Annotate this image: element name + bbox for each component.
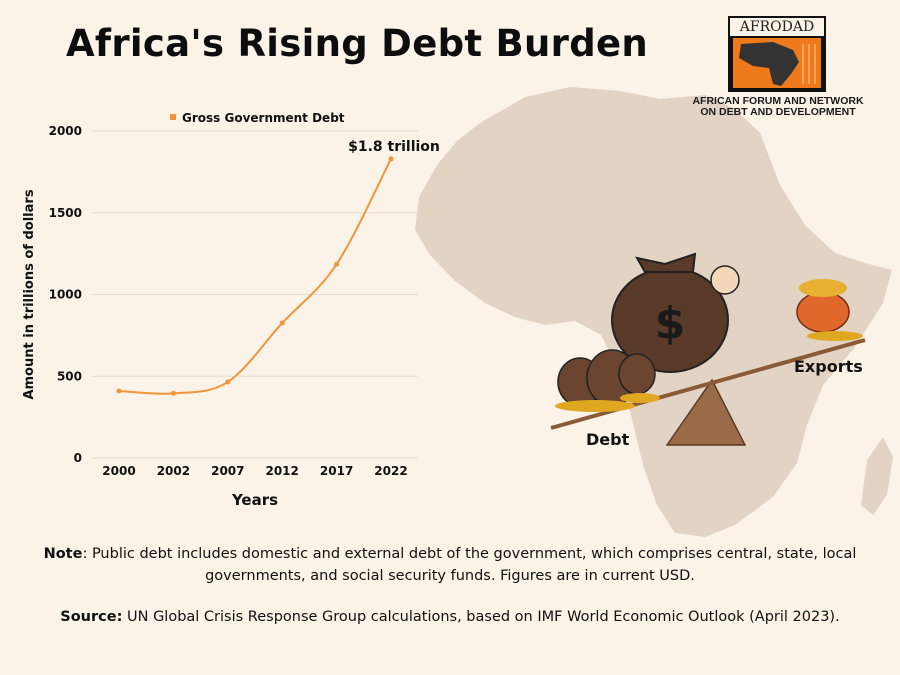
source-citation: Source: UN Global Crisis Response Group … [30,606,870,628]
large-money-bag-icon: $ [611,252,740,373]
data-point [279,320,285,326]
x-axis-title: Years [231,491,278,509]
data-point [388,156,394,162]
svg-text:$: $ [655,298,686,349]
x-tick-label: 2012 [265,464,298,478]
logo-text: AFRODAD [730,18,824,36]
small-money-bags-icon [555,349,660,412]
scale-beam [550,338,866,430]
fulcrum-shape [665,378,747,446]
debt-line-chart: 0 500 1000 1500 2000 2000 2002 2007 2012 2017 2022… [22,111,440,509]
x-tick-label: 2007 [211,464,244,478]
x-tick-label: 2022 [374,464,407,478]
debt-label: Debt [586,430,630,449]
madagascar-shape [861,437,893,515]
debt-scale-illustration: $ [550,252,866,446]
page-title: Africa's Rising Debt Burden [66,22,649,65]
x-tick-label: 2000 [102,464,135,478]
y-axis-title: Amount in trillions of dollars [22,189,37,399]
source-text: UN Global Crisis Response Group calculat… [122,609,840,625]
data-point [170,390,176,396]
organization-name: AFRICAN FORUM AND NETWORK ON DEBT AND DE… [660,96,896,118]
exports-treasure-icon [796,279,863,341]
note-text: : Public debt includes domestic and exte… [82,546,857,584]
footnote: Note: Public debt includes domestic and … [30,543,870,587]
logo-map-art [733,38,821,88]
source-label: Source: [60,609,123,625]
legend-label: Gross Government Debt [182,111,345,125]
exports-label: Exports [794,357,863,376]
org-line-1: AFRICAN FORUM AND NETWORK [692,95,864,107]
y-tick-label: 2000 [49,124,82,138]
x-tick-label: 2002 [157,464,190,478]
y-tick-label: 0 [74,451,82,465]
y-tick-label: 1500 [49,206,82,220]
y-tick-label: 1000 [49,288,82,302]
note-label: Note [43,546,83,562]
legend-marker [170,114,176,120]
org-line-2: ON DEBT AND DEVELOPMENT [700,106,856,118]
annotation-label: $1.8 trillion [348,139,440,155]
data-point [334,261,340,267]
series-line-gross-government-debt [118,158,392,395]
data-point [225,379,231,385]
y-tick-label: 500 [57,369,82,383]
x-tick-label: 2017 [320,464,353,478]
afrodad-logo: AFRODAD [728,16,826,92]
data-point [116,388,122,394]
